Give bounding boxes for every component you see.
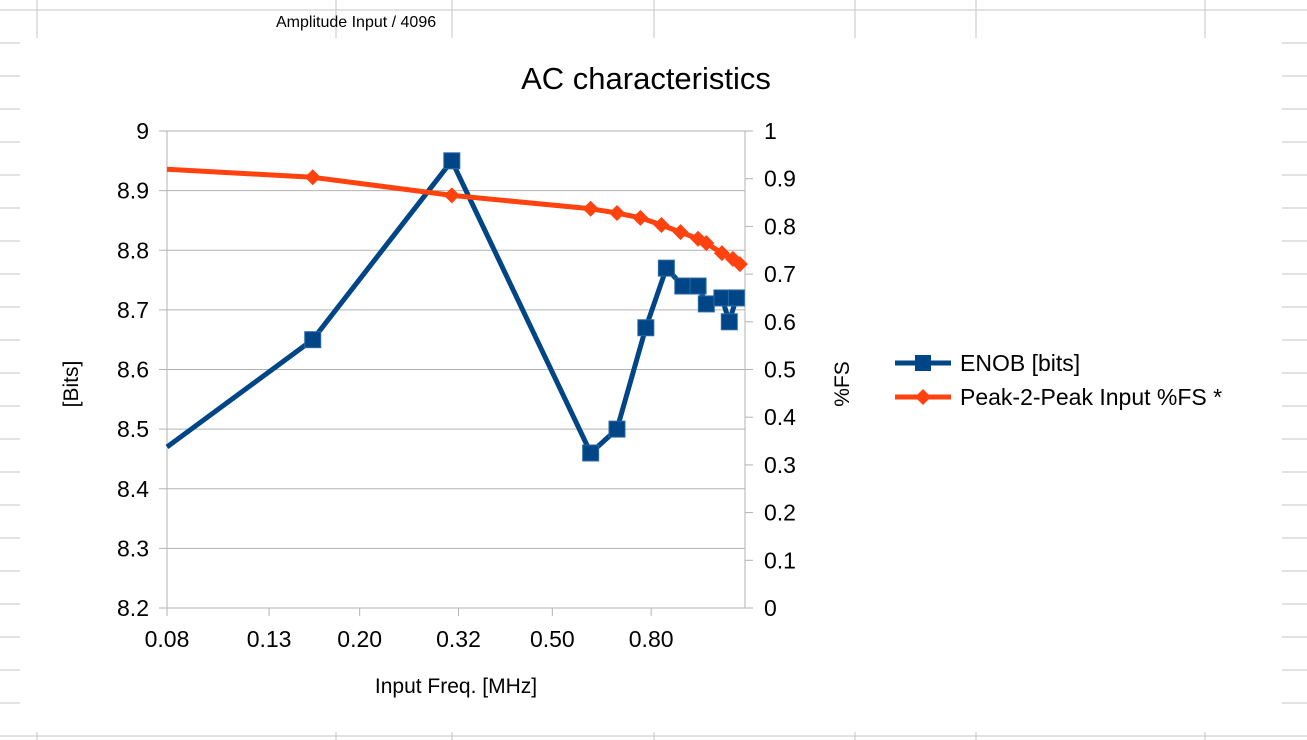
series-line-enob	[165, 158, 739, 456]
legend[interactable]: ENOB [bits] Peak-2-Peak Input %FS *	[895, 350, 1222, 410]
y2-axis-label: %FS	[831, 361, 854, 407]
data-point-enob	[657, 259, 675, 277]
x-tick-label: 0.13	[247, 626, 292, 652]
y2-tick-label: 0.7	[764, 261, 796, 287]
x-tick-label: 0.08	[145, 626, 190, 652]
x-tick-label: 0.50	[530, 626, 575, 652]
data-point-p2p	[713, 245, 730, 262]
data-point-p2p	[582, 200, 599, 217]
y2-tick-label: 0.3	[764, 452, 796, 478]
legend-marker-p2p	[915, 389, 931, 405]
data-point-enob	[720, 313, 738, 331]
data-point-p2p	[632, 209, 649, 226]
y-tick-label: 8.3	[117, 535, 149, 561]
data-point-p2p	[653, 216, 670, 233]
data-point-p2p	[304, 169, 321, 186]
x-tick-labels: 0.08 0.13 0.20 0.32 0.50 0.80	[145, 608, 674, 652]
data-point-p2p	[672, 224, 689, 241]
data-point-p2p	[698, 235, 715, 252]
legend-label-p2p: Peak-2-Peak Input %FS *	[960, 384, 1222, 410]
y-axis-label: [Bits]	[60, 361, 83, 408]
y-tick-label: 8.8	[117, 237, 149, 263]
y2-tick-label: 0.2	[764, 500, 796, 526]
data-point-enob	[697, 295, 715, 313]
data-point-enob	[674, 277, 692, 295]
y-tick-label: 8.6	[117, 357, 149, 383]
y2-tick-label: 0.1	[764, 547, 796, 573]
data-point-p2p	[731, 256, 748, 273]
x-tick-label: 0.80	[629, 626, 674, 652]
y2-tick-label: 0.8	[764, 213, 796, 239]
data-point-enob	[443, 152, 461, 170]
legend-item-enob[interactable]: ENOB [bits]	[895, 350, 1080, 376]
y-tick-labels: 8.2 8.3 8.4 8.5 8.6 8.7 8.8 8.9 9	[117, 118, 167, 621]
x-tick-label: 0.32	[436, 626, 481, 652]
data-point-enob	[689, 277, 707, 295]
x-axis-label: Input Freq. [MHz]	[375, 675, 537, 698]
y2-tick-label: 0.5	[764, 357, 796, 383]
legend-label-enob: ENOB [bits]	[960, 350, 1080, 376]
data-point-enob	[713, 289, 731, 307]
series-layer	[165, 152, 748, 462]
chart-title: AC characteristics	[521, 61, 771, 96]
cell-text[interactable]: Amplitude Input / 4096	[276, 14, 437, 31]
data-point-enob	[608, 420, 626, 438]
y2-tick-label: 0.4	[764, 404, 796, 430]
data-point-enob	[304, 331, 322, 349]
legend-item-p2p[interactable]: Peak-2-Peak Input %FS *	[895, 384, 1222, 410]
y2-tick-labels: 0 0.1 0.2 0.3 0.4 0.5 0.6 0.7 0.8 0.9 1	[745, 118, 796, 621]
x-tick-label: 0.20	[337, 626, 382, 652]
y-tick-label: 8.5	[117, 416, 149, 442]
legend-marker-enob	[915, 355, 931, 371]
y-tick-label: 8.4	[117, 476, 149, 502]
y2-tick-label: 0.6	[764, 309, 796, 335]
y2-tick-label: 1	[764, 118, 777, 144]
y-tick-label: 8.9	[117, 178, 149, 204]
y2-tick-label: 0	[764, 595, 777, 621]
data-point-enob	[582, 444, 600, 462]
data-point-enob	[727, 289, 745, 307]
y2-tick-label: 0.9	[764, 166, 796, 192]
y-tick-label: 8.7	[117, 297, 149, 323]
data-point-p2p	[608, 205, 625, 222]
gridlines	[167, 130, 745, 609]
data-point-p2p	[443, 187, 460, 204]
y-tick-label: 9	[136, 118, 149, 144]
y-tick-label: 8.2	[117, 595, 149, 621]
data-point-enob	[637, 319, 655, 337]
chart-area[interactable]	[20, 38, 1282, 732]
